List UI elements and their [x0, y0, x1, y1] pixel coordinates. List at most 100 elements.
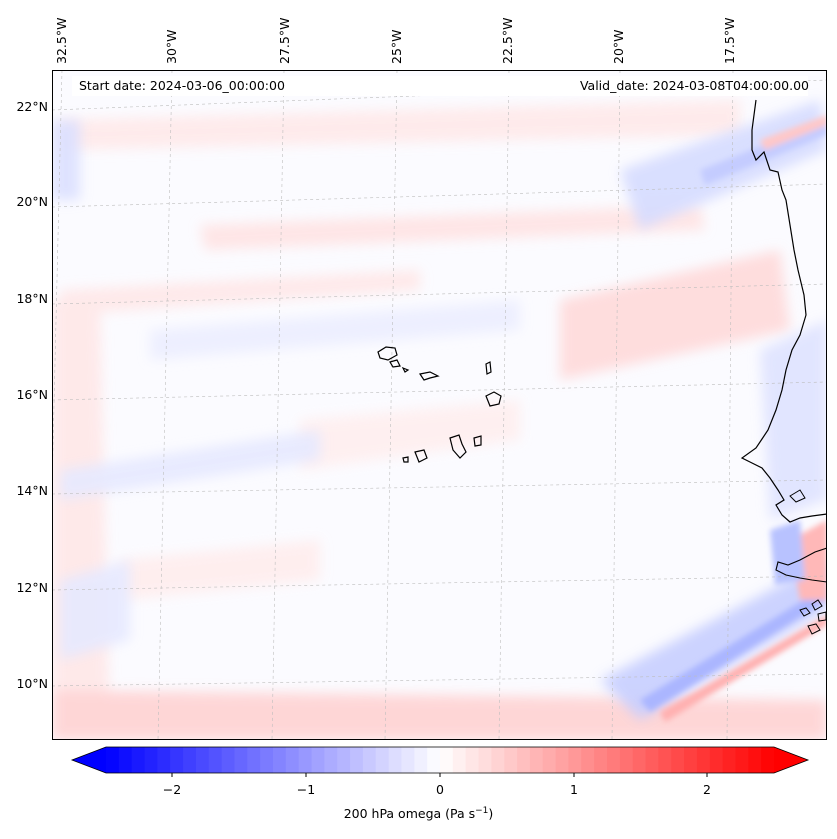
colorbar-segment — [735, 747, 749, 773]
colorbar-segment — [594, 747, 608, 773]
lat-label-20n: 20°N — [16, 194, 48, 209]
colorbar-segment — [362, 747, 377, 773]
colorbar-segment — [285, 747, 300, 773]
colorbar-segment — [183, 747, 197, 773]
island-santo-antao — [377, 346, 398, 361]
lat-label-10n: 10°N — [16, 676, 48, 691]
colorbar-segment — [619, 747, 634, 773]
colorbar-label-close: ) — [488, 806, 494, 822]
red-anomaly-band-18n — [60, 270, 420, 315]
island-maio — [473, 435, 482, 447]
colorbar-segment — [465, 747, 480, 773]
colorbar-label-text: 200 hPa omega (Pa s — [343, 806, 476, 822]
colorbar-segment — [684, 747, 698, 773]
omega-field — [52, 70, 827, 740]
colorbar-segment — [260, 747, 274, 773]
colorbar-segment — [491, 747, 505, 773]
lat-label-16n: 16°N — [16, 387, 48, 402]
colorbar-segment — [298, 747, 313, 773]
graticule — [52, 70, 827, 740]
lon-label-32-5w: 32.5°W — [54, 17, 69, 64]
colorbar-segment — [350, 747, 364, 773]
colorbar-segment — [157, 747, 171, 773]
africa-coastline — [740, 99, 827, 523]
island-fogo — [414, 449, 428, 463]
colorbar-segment — [555, 747, 570, 773]
colorbar-segment — [452, 747, 467, 773]
cape-verde-islands — [377, 346, 502, 463]
colorbar-segment — [324, 747, 338, 773]
colorbar-segment — [568, 747, 582, 773]
red-streak-1 — [660, 615, 827, 722]
colorbar-segment — [529, 747, 544, 773]
blue-anomaly-south-band — [600, 560, 827, 720]
blue-anomaly-mid-west — [60, 430, 320, 500]
colorbar-segment — [671, 747, 685, 773]
lat-label-14n: 14°N — [16, 483, 48, 498]
colorbar-label-exponent: −1 — [475, 806, 489, 816]
island-sal — [485, 361, 492, 375]
colorbar-segment — [106, 747, 120, 773]
colorbar-tick: 1 — [570, 782, 578, 797]
lon-label-30w: 30°W — [164, 29, 179, 64]
red-anomaly-southwest — [120, 540, 320, 600]
colorbar-segment — [645, 747, 659, 773]
colorbar-segment — [478, 747, 492, 773]
lon-label-27-5w: 27.5°W — [277, 17, 292, 64]
date-bar — [72, 76, 808, 96]
colorbar-segment — [247, 747, 261, 773]
colorbar-segment — [542, 747, 557, 773]
island-sao-nicolau — [419, 371, 440, 381]
lon-label-25w: 25°W — [389, 29, 404, 64]
map-frame — [52, 70, 827, 740]
colorbar-segment — [401, 747, 415, 773]
colorbar-segment — [388, 747, 403, 773]
blue-streak-1 — [640, 590, 827, 712]
colorbar-extend-low — [72, 747, 106, 773]
colorbar-segment — [632, 747, 647, 773]
colorbar-segment — [375, 747, 390, 773]
blue-anomaly-northwest — [52, 120, 80, 200]
colorbar-tick: 2 — [703, 782, 711, 797]
lon-label-17-5w: 17.5°W — [722, 17, 737, 64]
colorbar-segment — [440, 747, 454, 773]
colorbar-segment — [748, 747, 762, 773]
island-santiago — [449, 434, 467, 459]
colorbar-segment — [607, 747, 621, 773]
island-boa-vista — [485, 391, 502, 407]
colorbar-segment — [337, 747, 351, 773]
colorbar-segment — [273, 747, 287, 773]
colorbar-segment — [208, 747, 223, 773]
gambia-river — [789, 489, 806, 503]
colorbar-extend-high — [774, 747, 808, 773]
colorbar-segment — [118, 747, 133, 773]
colorbar-label: 200 hPa omega (Pa s−1) — [0, 806, 837, 821]
island-brava — [402, 456, 409, 463]
colorbar-segment — [581, 747, 595, 773]
colorbar-segment — [696, 747, 711, 773]
colorbar-segment — [131, 747, 146, 773]
island-santa-luzia — [401, 366, 410, 373]
colorbar-segment — [414, 747, 428, 773]
blue-streak-coast — [770, 520, 805, 585]
blue-anomaly-east-coast — [760, 320, 827, 520]
red-anomaly-mid — [300, 400, 520, 470]
valid-date-label: Valid_date: 2024-03-08T04:00:00.00 — [579, 78, 809, 93]
blue-anomaly-south-west — [60, 560, 130, 660]
colorbar-segment — [311, 747, 325, 773]
red-anomaly-band-20n — [200, 205, 705, 250]
start-date-label: Start date: 2024-03-06_00:00:00 — [79, 78, 285, 93]
colorbar-segment — [761, 747, 775, 773]
lon-label-22-5w: 22.5°W — [500, 17, 515, 64]
colorbar-segment — [658, 747, 672, 773]
colorbar — [70, 746, 810, 777]
colorbar-tick: −1 — [296, 782, 316, 797]
lon-label-20w: 20°W — [611, 29, 626, 64]
colorbar-segment — [144, 747, 158, 773]
bijagos-islands — [799, 599, 827, 635]
colorbar-segment — [722, 747, 737, 773]
colorbar-segment — [427, 747, 441, 773]
africa-coastline-south — [775, 547, 827, 583]
colorbar-segment — [709, 747, 724, 773]
